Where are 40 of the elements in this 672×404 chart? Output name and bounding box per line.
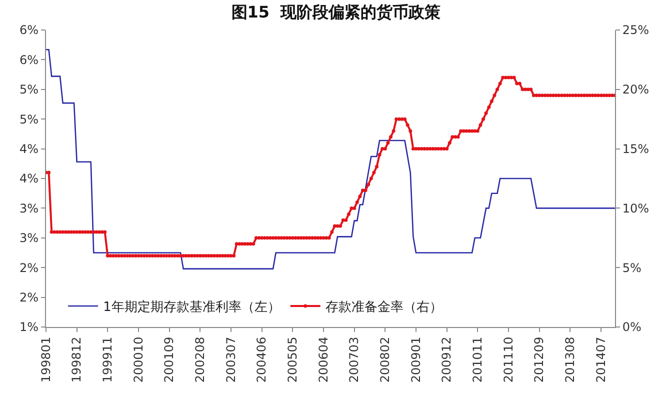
x-tick-label: 200307 bbox=[224, 336, 238, 383]
y-tick-label: 2% bbox=[20, 290, 39, 304]
y-tick-label: 6% bbox=[20, 52, 39, 67]
x-tick-label: 200109 bbox=[162, 336, 176, 383]
chart-title: 图15 现阶段偏紧的货币政策 bbox=[231, 2, 441, 22]
x-tick-label: 201011 bbox=[470, 336, 485, 383]
y-tick-label: 5% bbox=[20, 112, 39, 126]
y2-tick-label: 10% bbox=[622, 201, 650, 216]
y2-tick-label: 15% bbox=[622, 142, 650, 156]
y-tick-label: 4% bbox=[20, 142, 39, 156]
x-tick-label: 200505 bbox=[286, 336, 300, 383]
y-tick-label: 5% bbox=[20, 82, 39, 97]
x-tick-label: 201407 bbox=[594, 336, 608, 383]
x-tick-label: 200208 bbox=[193, 336, 208, 383]
y-tick-label: 4% bbox=[20, 172, 39, 186]
x-tick-label: 200703 bbox=[347, 336, 362, 383]
x-tick-label: 200604 bbox=[316, 336, 330, 383]
y2-tick-label: 0% bbox=[622, 320, 642, 334]
x-tick-label: 200912 bbox=[440, 336, 454, 383]
x-tick-label: 201209 bbox=[532, 336, 546, 383]
y-tick-label: 3% bbox=[20, 231, 39, 246]
legend-label: 存款准备金率（右） bbox=[325, 299, 442, 316]
y-tick-label: 2% bbox=[20, 260, 39, 275]
x-tick-label: 201308 bbox=[563, 336, 578, 383]
y2-tick-label: 20% bbox=[622, 82, 650, 97]
x-tick-label: 200802 bbox=[378, 336, 392, 383]
x-tick-label: 200901 bbox=[408, 336, 423, 383]
x-tick-label: 200406 bbox=[254, 336, 269, 383]
y2-tick-label: 25% bbox=[622, 23, 650, 38]
line-series bbox=[46, 48, 615, 270]
y-tick-label: 3% bbox=[20, 201, 39, 216]
x-tick-label: 200010 bbox=[131, 336, 146, 383]
y-tick-label: 6% bbox=[20, 23, 39, 38]
legend-label: 1年期定期存款基准利率（左） bbox=[103, 299, 280, 316]
x-tick-label: 199801 bbox=[38, 336, 53, 383]
y-tick-label: 1% bbox=[20, 320, 39, 334]
y2-tick-label: 5% bbox=[622, 260, 642, 275]
x-tick-label: 201110 bbox=[501, 336, 516, 383]
x-tick-label: 199911 bbox=[100, 336, 115, 383]
x-tick-label: 199812 bbox=[70, 336, 84, 383]
